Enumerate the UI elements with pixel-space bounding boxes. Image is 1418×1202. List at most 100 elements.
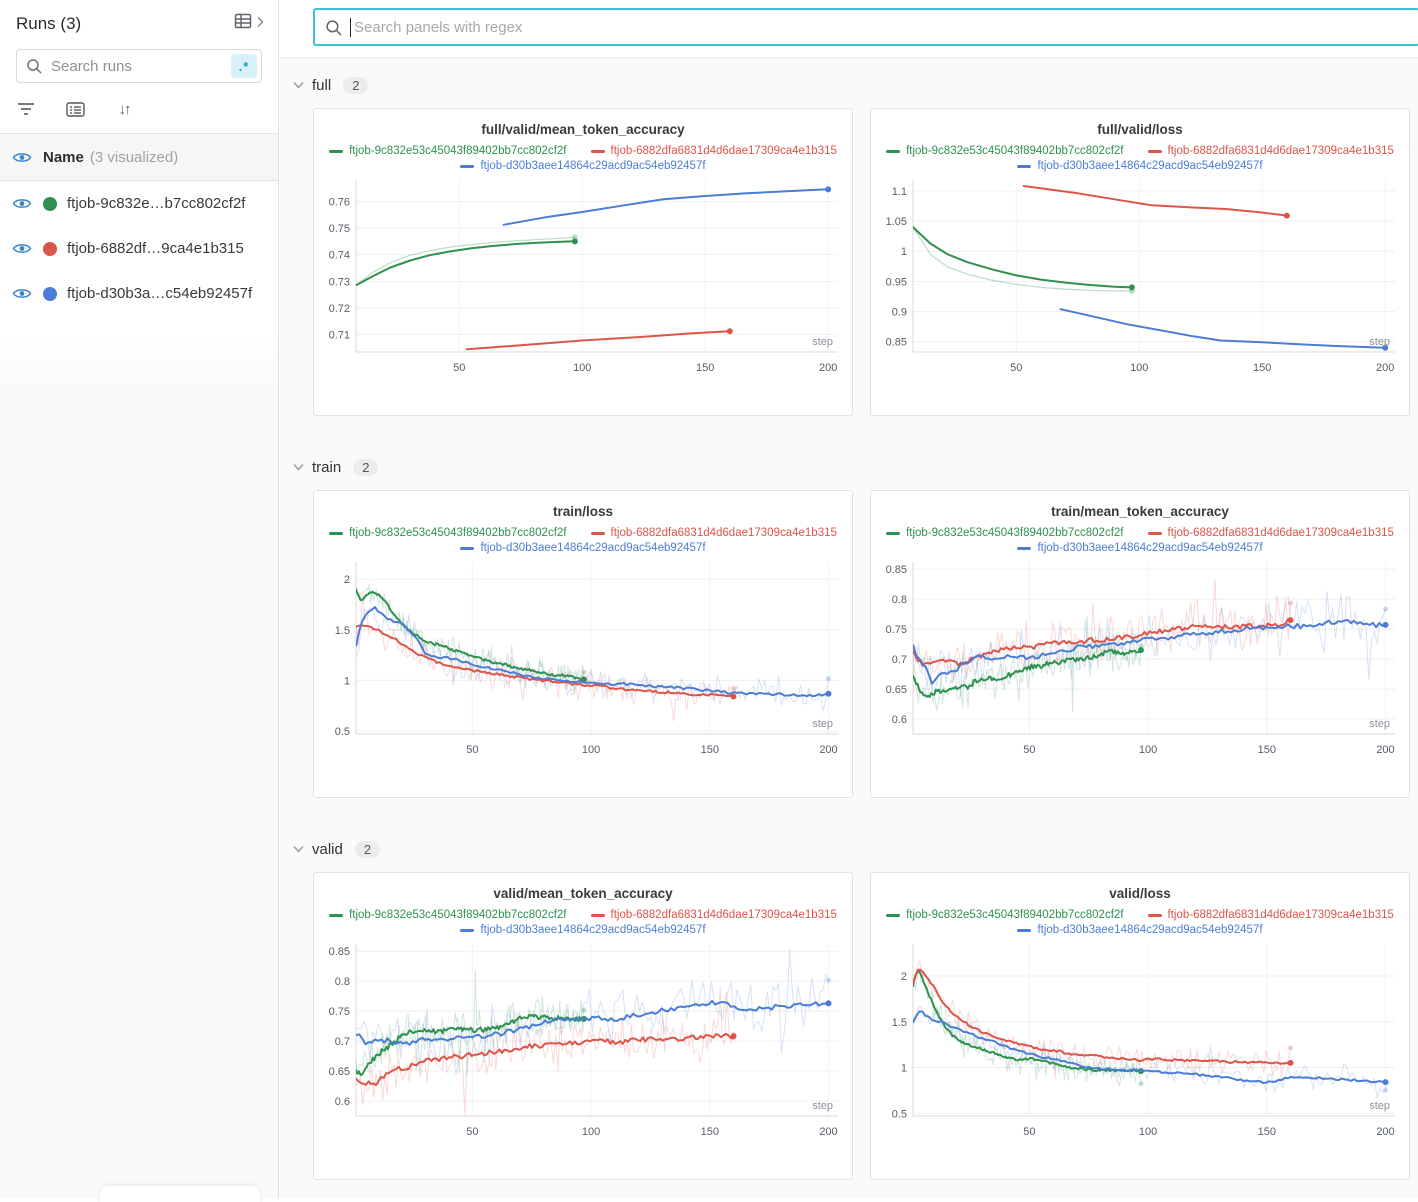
eye-icon[interactable] [12,286,32,301]
chart-legend: ftjob-9c832e53c45043f89402bb7cc802cf2f ft… [871,908,1409,938]
chart-panel[interactable]: valid/loss ftjob-9c832e53c45043f89402bb7c… [870,872,1410,1180]
legend-run-name: ftjob-6882dfa6831d4d6dae17309ca4e1b315 [610,909,837,921]
legend-run-name: ftjob-6882dfa6831d4d6dae17309ca4e1b315 [610,527,837,539]
legend-swatch-icon [1017,929,1032,932]
run-row-1[interactable]: ftjob-6882df…9ca4e1b315 [0,226,278,271]
legend-swatch-icon [460,165,475,168]
chart-plot: 0.71 0.72 0.73 0.74 0.75 0.76 50 100 150 200 step [329,180,838,374]
chevron-down-icon [293,464,304,471]
svg-text:0.75: 0.75 [329,223,350,235]
legend-run-name: ftjob-6882dfa6831d4d6dae17309ca4e1b315 [1167,527,1394,539]
legend-entry[interactable]: ftjob-9c832e53c45043f89402bb7cc802cf2f [329,144,567,159]
section-count-badge: 2 [343,76,369,94]
legend-entry[interactable]: ftjob-6882dfa6831d4d6dae17309ca4e1b315 [590,526,837,541]
svg-text:0.8: 0.8 [892,594,907,606]
runs-search-input[interactable] [49,56,231,76]
legend-entry[interactable]: ftjob-6882dfa6831d4d6dae17309ca4e1b315 [590,908,837,923]
eye-icon[interactable] [12,150,32,165]
chart-legend: ftjob-9c832e53c45043f89402bb7cc802cf2f ft… [314,908,852,938]
section-label: train [312,458,342,476]
legend-swatch-icon [1017,547,1032,550]
sort-icon[interactable]: ↓↑ [118,100,132,118]
run-color-dot [43,286,57,301]
run-row-0[interactable]: ftjob-9c832e…b7cc802cf2f [0,181,278,226]
eye-icon[interactable] [12,241,32,256]
chart-panel[interactable]: full/valid/mean_token_accuracy ftjob-9c83… [313,108,853,416]
chart-panel[interactable]: train/mean_token_accuracy ftjob-9c832e53c… [870,490,1410,798]
legend-entry[interactable]: ftjob-d30b3aee14864c29acd9ac54eb92457f [460,541,706,556]
svg-text:200: 200 [1376,362,1394,374]
chart-title: valid/loss [1109,886,1171,901]
svg-text:100: 100 [582,744,600,756]
chart-legend: ftjob-9c832e53c45043f89402bb7cc802cf2f ft… [871,526,1409,556]
chart-plot: 0.5 1 1.5 2 50 100 150 200 step [892,944,1395,1138]
svg-text:0.74: 0.74 [329,250,350,262]
legend-swatch-icon [1147,914,1162,917]
chart-panel[interactable]: train/loss ftjob-9c832e53c45043f89402bb7c… [313,490,853,798]
legend-entry[interactable]: ftjob-d30b3aee14864c29acd9ac54eb92457f [1017,541,1263,556]
svg-text:0.6: 0.6 [892,714,907,726]
runs-title: Runs (3) [16,13,82,33]
filter-icon[interactable] [16,99,36,119]
svg-text:150: 150 [701,1126,719,1138]
legend-entry[interactable]: ftjob-d30b3aee14864c29acd9ac54eb92457f [460,159,706,174]
legend-run-name: ftjob-9c832e53c45043f89402bb7cc802cf2f [349,909,567,921]
svg-text:0.75: 0.75 [329,1006,350,1018]
chart-title: full/valid/loss [1097,122,1183,137]
panel-search-box [313,8,1418,46]
columns-list-icon[interactable] [65,99,85,119]
svg-text:0.7: 0.7 [892,654,907,666]
legend-swatch-icon [886,914,901,917]
section-header[interactable]: full 2 [293,74,1418,96]
svg-text:200: 200 [819,744,837,756]
legend-entry[interactable]: ftjob-d30b3aee14864c29acd9ac54eb92457f [1017,923,1263,938]
eye-icon[interactable] [12,196,32,211]
run-row-2[interactable]: ftjob-d30b3a…c54eb92457f [0,271,278,316]
panel-section: train 2 train/loss ftjob-9c832e53c45043f894… [280,456,1418,798]
legend-run-name: ftjob-9c832e53c45043f89402bb7cc802cf2f [906,145,1124,157]
runs-table-icon[interactable] [234,12,254,35]
legend-swatch-icon [460,929,475,932]
legend-run-name: ftjob-6882dfa6831d4d6dae17309ca4e1b315 [1167,909,1394,921]
expand-chevron-right-icon[interactable] [256,15,264,33]
svg-text:150: 150 [1258,1126,1276,1138]
section-header[interactable]: valid 2 [293,838,1418,860]
legend-entry[interactable]: ftjob-9c832e53c45043f89402bb7cc802cf2f [886,144,1124,159]
section-header[interactable]: train 2 [293,456,1418,478]
panel-search-input[interactable] [352,17,1408,37]
legend-entry[interactable]: ftjob-d30b3aee14864c29acd9ac54eb92457f [1017,159,1263,174]
regex-toggle-button[interactable]: .* [231,54,257,78]
legend-entry[interactable]: ftjob-6882dfa6831d4d6dae17309ca4e1b315 [1147,908,1394,923]
svg-text:200: 200 [819,362,837,374]
legend-entry[interactable]: ftjob-6882dfa6831d4d6dae17309ca4e1b315 [1147,526,1394,541]
svg-text:2: 2 [901,971,907,983]
chart-legend: ftjob-9c832e53c45043f89402bb7cc802cf2f ft… [314,526,852,556]
legend-entry[interactable]: ftjob-d30b3aee14864c29acd9ac54eb92457f [460,923,706,938]
visualized-count: (3 visualized) [89,148,179,166]
svg-text:1.05: 1.05 [886,216,907,228]
chart-panel[interactable]: valid/mean_token_accuracy ftjob-9c832e53c… [313,872,853,1180]
svg-text:0.95: 0.95 [886,276,907,288]
chart-plot: 0.85 0.9 0.95 1 1.05 1.1 50 100 150 200 step [886,180,1395,374]
svg-text:100: 100 [1139,1126,1157,1138]
legend-entry[interactable]: ftjob-6882dfa6831d4d6dae17309ca4e1b315 [1147,144,1394,159]
legend-entry[interactable]: ftjob-9c832e53c45043f89402bb7cc802cf2f [329,908,567,923]
legend-swatch-icon [329,150,344,153]
chart-panel[interactable]: full/valid/loss ftjob-9c832e53c45043f8940… [870,108,1410,416]
legend-run-name: ftjob-9c832e53c45043f89402bb7cc802cf2f [906,909,1124,921]
run-color-dot [43,196,57,211]
legend-entry[interactable]: ftjob-6882dfa6831d4d6dae17309ca4e1b315 [590,144,837,159]
svg-text:2: 2 [344,574,350,586]
run-color-dot [43,241,57,256]
legend-entry[interactable]: ftjob-9c832e53c45043f89402bb7cc802cf2f [329,526,567,541]
legend-entry[interactable]: ftjob-9c832e53c45043f89402bb7cc802cf2f [886,526,1124,541]
legend-entry[interactable]: ftjob-9c832e53c45043f89402bb7cc802cf2f [886,908,1124,923]
svg-text:50: 50 [1023,1126,1035,1138]
svg-text:1: 1 [901,246,907,258]
svg-text:0.71: 0.71 [329,330,350,342]
legend-run-name: ftjob-9c832e53c45043f89402bb7cc802cf2f [906,527,1124,539]
svg-text:1: 1 [901,1063,907,1075]
legend-run-name: ftjob-d30b3aee14864c29acd9ac54eb92457f [480,160,706,172]
text-cursor [350,17,351,37]
legend-run-name: ftjob-6882dfa6831d4d6dae17309ca4e1b315 [1167,145,1394,157]
